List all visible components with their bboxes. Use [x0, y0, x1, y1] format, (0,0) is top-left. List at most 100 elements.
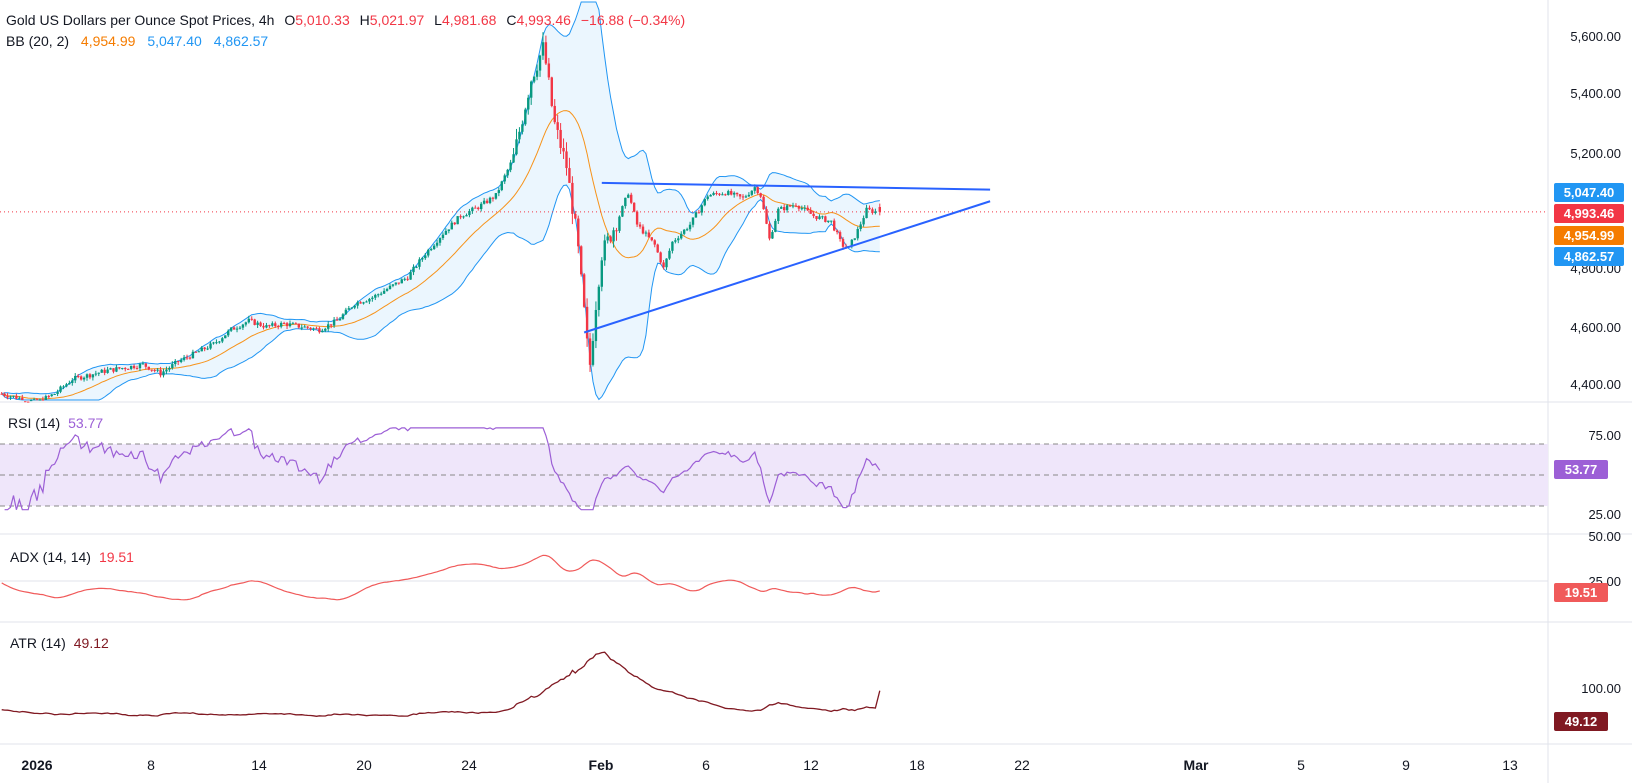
candle[interactable] [782, 204, 786, 213]
candle[interactable] [656, 243, 659, 253]
candle[interactable] [0, 391, 3, 395]
candle[interactable] [874, 208, 877, 215]
candle[interactable] [182, 354, 186, 362]
candle[interactable] [682, 228, 686, 236]
candle[interactable] [571, 176, 574, 225]
candle[interactable] [703, 198, 706, 207]
candle[interactable] [794, 203, 798, 208]
candle[interactable] [506, 168, 509, 178]
candle[interactable] [600, 257, 603, 292]
candle[interactable] [618, 215, 621, 233]
candle[interactable] [6, 393, 9, 400]
candle[interactable] [721, 192, 724, 196]
candle[interactable] [338, 316, 342, 321]
candle[interactable] [638, 222, 642, 229]
candle[interactable] [800, 205, 804, 211]
rsi-line[interactable] [4, 427, 881, 511]
candle[interactable] [156, 368, 159, 373]
candle[interactable] [835, 229, 839, 235]
candle[interactable] [227, 329, 230, 338]
candle[interactable] [438, 237, 442, 246]
candle[interactable] [206, 346, 209, 351]
candle[interactable] [750, 190, 754, 196]
candle[interactable] [288, 320, 292, 328]
candle[interactable] [147, 366, 150, 371]
candle[interactable] [491, 196, 495, 202]
candle[interactable] [106, 366, 109, 374]
candle[interactable] [659, 251, 662, 265]
candle[interactable] [700, 204, 704, 216]
candle[interactable] [235, 326, 239, 333]
candle[interactable] [53, 393, 56, 396]
candle[interactable] [527, 94, 530, 115]
candle[interactable] [56, 389, 59, 397]
candle[interactable] [391, 284, 395, 288]
candle[interactable] [791, 202, 795, 209]
atr-line[interactable] [1, 651, 881, 717]
adx-line[interactable] [1, 554, 880, 601]
candle[interactable] [177, 360, 180, 366]
candle[interactable] [671, 241, 674, 254]
candle[interactable] [368, 297, 371, 305]
candle[interactable] [238, 325, 242, 330]
candle[interactable] [297, 323, 301, 329]
candle[interactable] [677, 235, 680, 244]
candle[interactable] [274, 321, 277, 328]
candle[interactable] [803, 205, 806, 211]
candle[interactable] [332, 317, 336, 328]
candle[interactable] [878, 203, 881, 216]
candle[interactable] [606, 232, 609, 244]
candle[interactable] [329, 324, 333, 329]
candle[interactable] [521, 120, 524, 135]
candle[interactable] [518, 127, 521, 144]
candle[interactable] [603, 234, 606, 266]
candle[interactable] [479, 201, 483, 212]
time-axis[interactable]: 2026 8 14 20 24 Feb 6 12 18 22 Mar 5 9 1… [21, 757, 1518, 773]
candle[interactable] [830, 220, 833, 224]
candle[interactable] [168, 366, 171, 372]
candle[interactable] [100, 368, 103, 373]
candle[interactable] [524, 107, 527, 126]
candle[interactable] [859, 221, 862, 232]
candle[interactable] [712, 191, 715, 196]
candle[interactable] [771, 230, 774, 239]
candle[interactable] [444, 228, 448, 235]
candle[interactable] [65, 382, 68, 388]
candle[interactable] [597, 284, 601, 317]
candle[interactable] [35, 398, 39, 401]
candle[interactable] [185, 354, 189, 360]
candle[interactable] [26, 400, 30, 403]
candle[interactable] [200, 345, 203, 352]
candle[interactable] [538, 54, 542, 77]
candle[interactable] [109, 367, 112, 370]
candle[interactable] [409, 269, 412, 280]
candle[interactable] [41, 396, 45, 401]
candle[interactable] [674, 238, 677, 244]
candle[interactable] [462, 215, 465, 219]
candle[interactable] [609, 235, 612, 244]
candle[interactable] [144, 363, 148, 370]
candle[interactable] [303, 324, 306, 328]
candle[interactable] [488, 196, 492, 205]
candle[interactable] [853, 238, 856, 241]
candle[interactable] [21, 394, 24, 400]
candle[interactable] [24, 399, 27, 403]
candle[interactable] [112, 368, 115, 374]
candle[interactable] [365, 300, 368, 303]
candle[interactable] [565, 142, 568, 176]
candle[interactable] [271, 321, 274, 327]
candle[interactable] [447, 229, 451, 234]
candle[interactable] [224, 335, 227, 339]
candle[interactable] [344, 307, 348, 315]
candle[interactable] [788, 204, 792, 208]
candlestick-series[interactable] [0, 32, 881, 403]
candle[interactable] [477, 206, 480, 211]
candle[interactable] [647, 229, 651, 238]
candle[interactable] [126, 368, 130, 370]
candle[interactable] [321, 328, 324, 333]
candle[interactable] [812, 210, 815, 219]
candle[interactable] [221, 336, 224, 344]
candle[interactable] [541, 32, 545, 60]
candle[interactable] [153, 368, 156, 373]
candle[interactable] [74, 373, 77, 384]
